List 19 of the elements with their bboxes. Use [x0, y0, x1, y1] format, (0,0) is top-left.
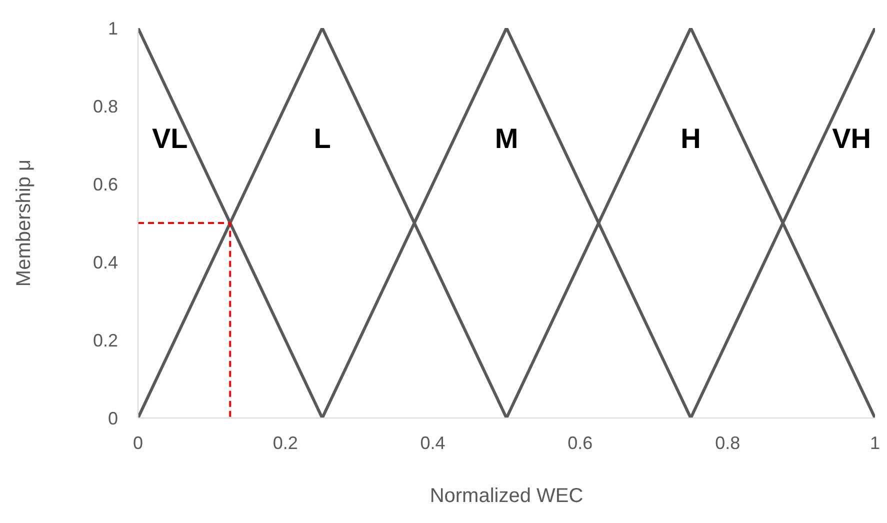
y-axis-title: Membership μ [13, 159, 36, 287]
x-tick-label: 0.2 [272, 432, 298, 453]
x-tick-label: 1 [870, 432, 880, 453]
series-label: M [494, 123, 518, 154]
x-tick-label: 0 [132, 432, 144, 453]
y-tick-label: 0.6 [92, 174, 118, 194]
x-axis-title: Normalized WEC [430, 485, 584, 507]
series-label: VL [152, 123, 188, 154]
y-tick-label: 0 [108, 408, 118, 428]
x-tick-label: 0.8 [715, 432, 740, 453]
series-label: L [314, 123, 331, 154]
y-tick-label: 0.4 [92, 252, 118, 272]
y-tick-label: 0.8 [92, 96, 118, 116]
x-tick-label: 0.4 [420, 432, 446, 453]
series-label: H [680, 123, 701, 154]
x-tick-label: 0.6 [568, 432, 593, 453]
y-tick-label: 1 [108, 18, 118, 38]
series-label: VH [832, 123, 871, 154]
y-tick-label: 0.2 [92, 330, 118, 350]
